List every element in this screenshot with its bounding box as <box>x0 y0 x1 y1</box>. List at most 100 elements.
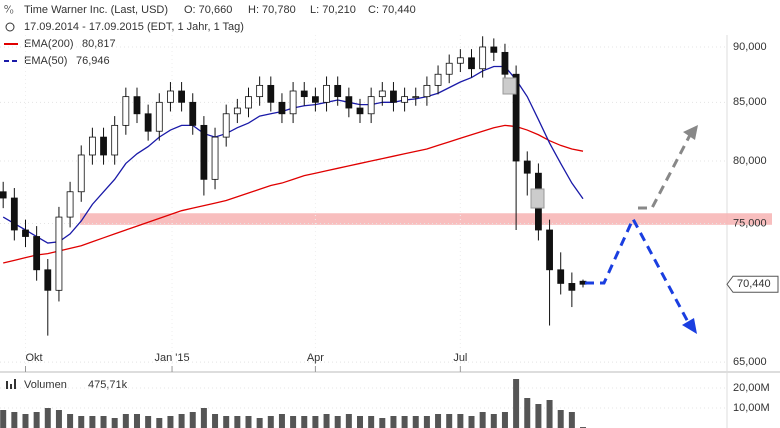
volume-bar <box>133 414 140 428</box>
volume-bar <box>189 412 196 428</box>
volume-bar <box>524 398 531 428</box>
ohlc-high: H: 70,780 <box>248 4 296 16</box>
candle-body <box>311 96 319 103</box>
x-tick-label: Jul <box>453 352 467 364</box>
icon: ⁰⁄₀ <box>4 5 14 16</box>
volume-bar <box>22 414 29 428</box>
highlight-box <box>530 188 545 209</box>
volume-bar <box>178 414 185 428</box>
candle-body <box>278 101 286 115</box>
volume-bar <box>357 416 363 428</box>
subtitle: 17.09.2014 - 17.09.2015 (EDT, 1 Jahr, 1 … <box>24 21 244 33</box>
candle-body <box>44 269 52 291</box>
candle-body <box>189 101 197 126</box>
candle-body <box>200 124 208 180</box>
volume-icon <box>10 384 12 389</box>
ohlc-open: O: 70,660 <box>184 4 232 16</box>
volume-bar <box>535 404 542 428</box>
candle-body <box>155 101 163 132</box>
chart-title: Time Warner Inc. (Last, USD) <box>24 4 168 16</box>
volume-bar <box>223 416 230 428</box>
volume-bar <box>490 414 497 428</box>
volume-bar <box>44 408 51 428</box>
volume-bar <box>468 416 475 428</box>
volume-bar <box>546 400 553 428</box>
volume-bar <box>323 414 330 428</box>
volume-bar <box>568 412 575 428</box>
legend-label[interactable]: EMA(200) <box>24 38 74 50</box>
volume-bar <box>312 416 319 428</box>
y-tick-label: 10,00M <box>733 402 770 414</box>
candle-body <box>77 154 85 193</box>
candle-body <box>378 90 386 98</box>
candle-body <box>144 113 152 132</box>
volume-bar <box>33 412 40 428</box>
y-tick-label: 20,00M <box>733 382 770 394</box>
volume-bar <box>501 412 508 428</box>
volume-value: 475,71k <box>88 379 128 391</box>
volume-bar <box>446 414 453 428</box>
y-tick-label: 90,000 <box>733 41 767 53</box>
candle-body <box>245 96 252 109</box>
candle-body <box>22 229 29 237</box>
candle-body <box>66 191 74 218</box>
volume-bar <box>479 412 486 428</box>
candle-body <box>423 84 431 98</box>
ema-line <box>3 124 584 264</box>
candle-body <box>557 269 565 284</box>
arrow-head <box>682 318 697 334</box>
volume-bar <box>145 416 152 428</box>
volume-bar <box>245 416 252 428</box>
candle-body <box>456 57 464 64</box>
candle-body <box>401 96 409 103</box>
candle-body <box>10 197 18 231</box>
volume-bar <box>513 379 520 428</box>
volume-bar <box>334 416 341 428</box>
volume-bar <box>435 414 442 428</box>
volume-bar <box>379 418 386 428</box>
candle-body <box>512 73 520 162</box>
volume-bar <box>423 416 430 428</box>
volume-bar <box>78 416 85 428</box>
volume-bar <box>290 416 297 428</box>
candle-body <box>222 113 230 138</box>
candle-body <box>300 90 308 98</box>
legend-label[interactable]: EMA(50) <box>24 55 67 67</box>
candle-body <box>256 84 264 98</box>
volume-bar <box>11 412 18 428</box>
forecast-up <box>638 134 692 210</box>
candle-body <box>334 84 342 98</box>
volume-bar <box>412 416 419 428</box>
x-tick-label: Okt <box>25 352 42 364</box>
volume-bar <box>234 416 241 428</box>
volume-bar <box>67 414 74 428</box>
clock-icon <box>5 22 15 32</box>
candle-body <box>233 107 241 115</box>
volume-bar <box>457 414 464 428</box>
support-zone <box>80 213 772 225</box>
volume-bar <box>401 416 408 428</box>
volume-bar <box>156 418 163 428</box>
volume-bar <box>167 416 174 428</box>
candle-body <box>323 84 330 103</box>
volume-bar <box>100 416 107 428</box>
candle-body <box>546 229 553 271</box>
volume-icon <box>14 379 16 389</box>
volume-label: Volumen <box>24 379 67 391</box>
candle-body <box>434 73 442 86</box>
candle-body <box>390 90 397 103</box>
candle-body <box>122 96 130 126</box>
candle-body <box>356 107 364 115</box>
volume-bar <box>278 414 285 428</box>
ohlc-low: L: 70,210 <box>310 4 356 16</box>
legend-value: 76,946 <box>76 55 110 67</box>
candle-body <box>445 62 453 75</box>
candle-body <box>468 57 475 70</box>
volume-bar <box>200 408 207 428</box>
candle-body <box>55 216 63 291</box>
candle-body <box>133 96 141 115</box>
volume-bar <box>256 418 263 428</box>
y-tick-label: 65,000 <box>733 356 767 368</box>
forecast <box>585 125 698 334</box>
